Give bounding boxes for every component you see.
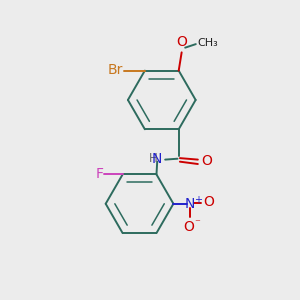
Text: ⁻: ⁻ bbox=[194, 218, 200, 229]
Text: N: N bbox=[184, 197, 195, 211]
Text: H: H bbox=[149, 152, 158, 165]
Text: F: F bbox=[95, 167, 103, 181]
Text: O: O bbox=[201, 154, 212, 168]
Text: Br: Br bbox=[108, 63, 123, 77]
Text: +: + bbox=[194, 195, 202, 205]
Text: CH₃: CH₃ bbox=[198, 38, 219, 48]
Text: N: N bbox=[151, 152, 162, 166]
Text: O: O bbox=[204, 195, 214, 209]
Text: O: O bbox=[176, 35, 187, 49]
Text: O: O bbox=[183, 220, 194, 234]
